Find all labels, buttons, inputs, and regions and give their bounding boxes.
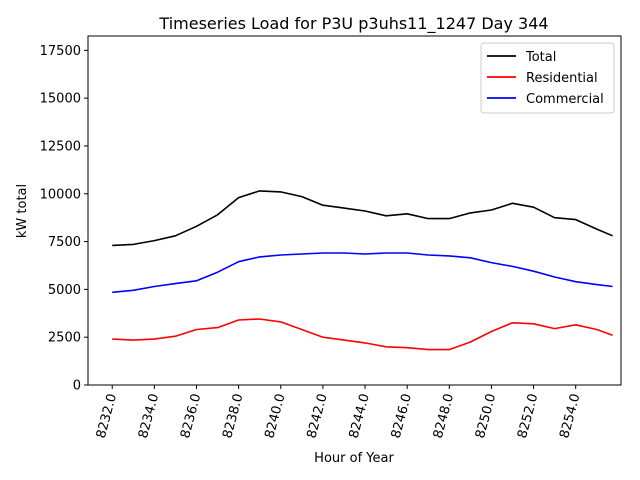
y-tick-label: 5000 [48,283,81,298]
y-tick-label: 12500 [40,139,81,154]
x-tick-label: 8246.0 [389,392,415,440]
x-axis-label: Hour of Year [314,451,394,466]
x-tick-label: 8232.0 [94,392,120,440]
series-layer [112,190,613,351]
y-tick-label: 15000 [40,92,81,107]
x-tick-label: 8242.0 [304,392,330,440]
x-tick-label: 8244.0 [347,392,373,440]
x-tick-label: 8248.0 [431,392,457,440]
chart-title: Timeseries Load for P3U p3uhs11_1247 Day… [158,14,548,34]
y-axis: 0 2500 5000 7500 10000 12500 15000 17500 [40,44,88,394]
series-line-commercial [112,252,613,294]
x-axis: 8232.0 8234.0 8236.0 8238.0 8240.0 8242.0 8244… [94,385,584,440]
legend-label-residential: Residential [526,71,598,86]
y-tick-label: 17500 [40,44,81,59]
x-tick-label: 8250.0 [473,392,499,440]
series-line-residential [112,318,613,351]
plot-frame [87,35,622,386]
y-tick-label: 2500 [48,331,81,346]
legend: Total Residential Commercial [480,42,615,114]
x-tick-label: 8236.0 [178,392,204,440]
x-tick-label: 8252.0 [515,392,541,440]
x-tick-label: 8234.0 [136,392,162,440]
x-tick-label: 8240.0 [262,392,288,440]
series-line-total [112,190,613,247]
y-tick-label: 0 [73,379,81,394]
y-axis-label: kW total [15,184,30,238]
legend-box [480,42,615,114]
legend-label-commercial: Commercial [526,92,604,107]
x-tick-label: 8238.0 [220,392,246,440]
legend-label-total: Total [525,50,556,65]
y-tick-label: 7500 [48,235,81,250]
y-tick-label: 10000 [40,187,81,202]
x-tick-label: 8254.0 [557,392,583,440]
